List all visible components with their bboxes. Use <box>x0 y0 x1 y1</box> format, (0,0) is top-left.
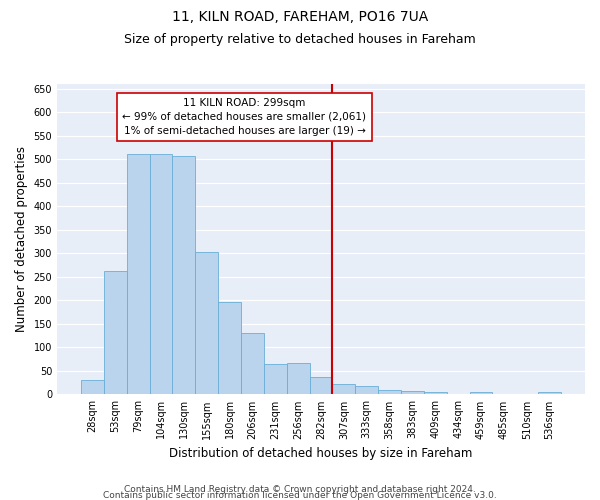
Bar <box>196 252 218 394</box>
Text: 11 KILN ROAD: 299sqm
← 99% of detached houses are smaller (2,061)
1% of semi-det: 11 KILN ROAD: 299sqm ← 99% of detached h… <box>122 98 367 136</box>
Bar <box>538 392 561 394</box>
Bar <box>355 386 378 394</box>
Bar <box>470 392 493 394</box>
Bar <box>264 364 287 394</box>
Bar <box>310 376 332 394</box>
Text: 11, KILN ROAD, FAREHAM, PO16 7UA: 11, KILN ROAD, FAREHAM, PO16 7UA <box>172 10 428 24</box>
Bar <box>241 333 264 394</box>
Bar <box>378 390 401 394</box>
Y-axis label: Number of detached properties: Number of detached properties <box>15 146 28 332</box>
Bar <box>218 302 241 394</box>
Text: Contains public sector information licensed under the Open Government Licence v3: Contains public sector information licen… <box>103 490 497 500</box>
Bar <box>104 270 127 394</box>
Bar <box>172 156 196 394</box>
Bar <box>127 154 149 394</box>
Bar <box>424 392 447 394</box>
Bar <box>287 364 310 394</box>
Bar <box>149 154 172 394</box>
Text: Contains HM Land Registry data © Crown copyright and database right 2024.: Contains HM Land Registry data © Crown c… <box>124 485 476 494</box>
Text: Size of property relative to detached houses in Fareham: Size of property relative to detached ho… <box>124 32 476 46</box>
Bar <box>332 384 355 394</box>
X-axis label: Distribution of detached houses by size in Fareham: Distribution of detached houses by size … <box>169 447 473 460</box>
Bar <box>401 391 424 394</box>
Bar <box>81 380 104 394</box>
